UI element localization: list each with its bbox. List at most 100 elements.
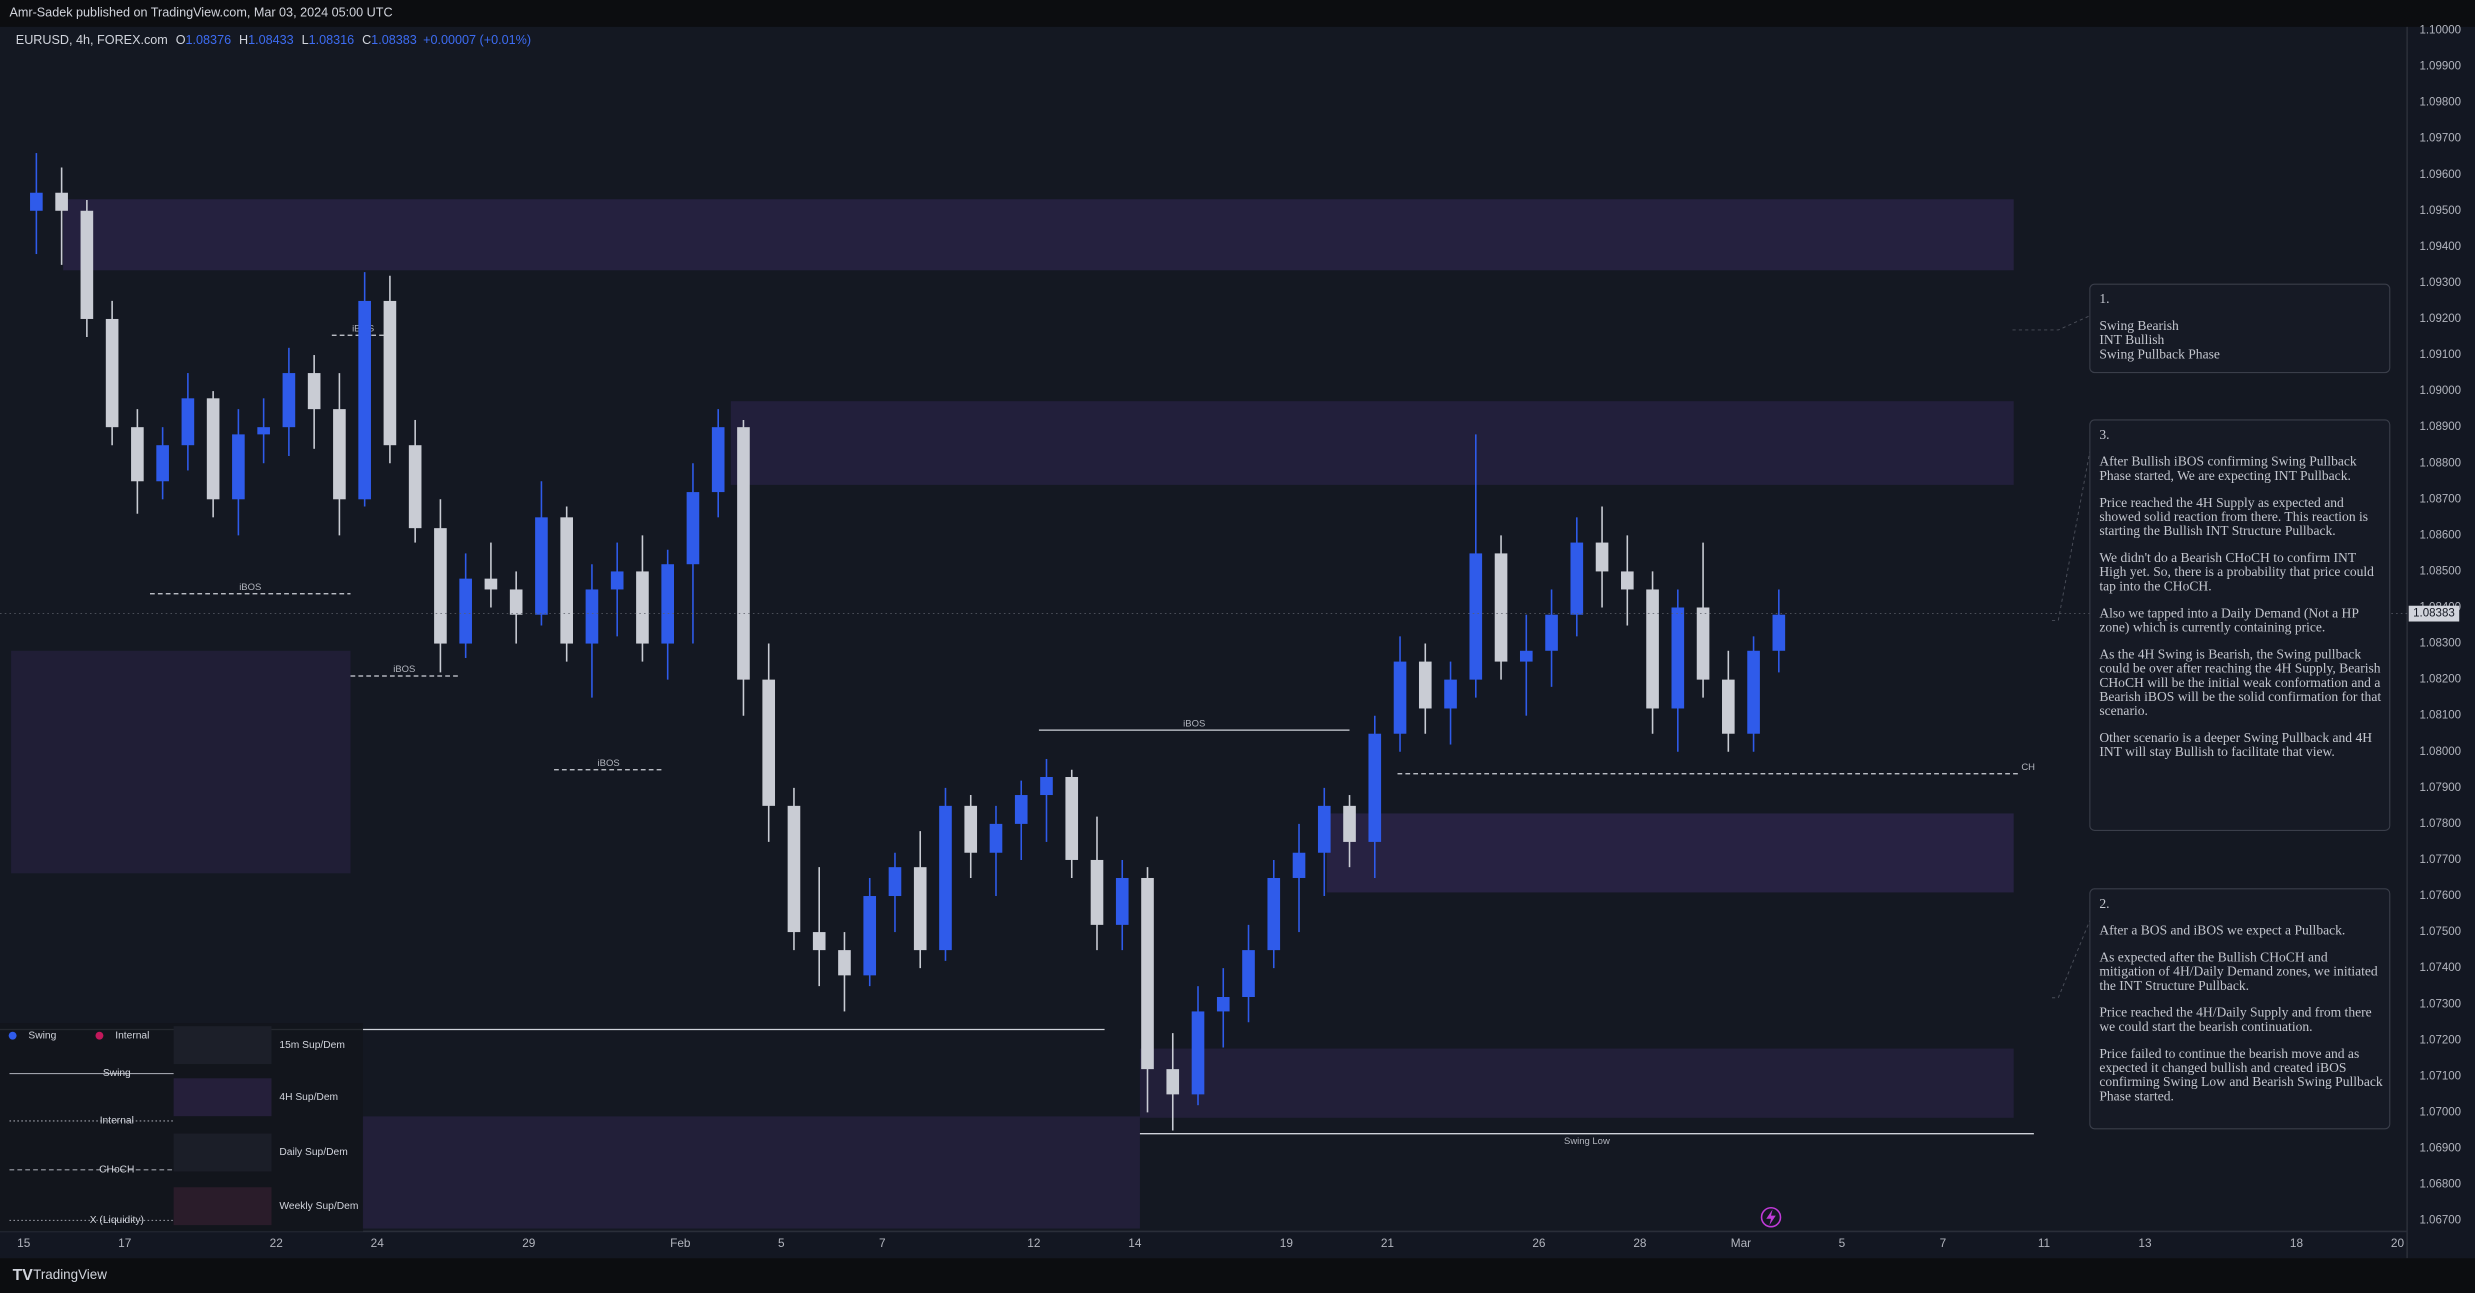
legend-part: C [362,33,371,47]
legend-point-label: Swing [28,1030,56,1041]
legend-zone-label: 15m Sup/Dem [279,1040,345,1051]
structure-label: iBOS [239,582,261,593]
candle-body [964,805,978,853]
legend-point [8,1031,17,1040]
note-box [2089,888,2391,1130]
sup-dem-zone [1139,1048,2014,1118]
legend-part: 1.08383 [371,33,417,47]
y-tick-label: 1.08200 [2419,674,2461,686]
y-tick-label: 1.10000 [2419,24,2461,36]
legend-part: 1.08376 [186,33,232,47]
candle-body [1267,877,1281,951]
x-tick-label: 26 [1532,1236,1546,1250]
legend-zone-label: Weekly Sup/Dem [279,1201,358,1212]
y-tick-label: 1.08700 [2419,493,2461,505]
y-tick-label: 1.08000 [2419,746,2461,758]
note-paragraph: Price failed to continue the bearish mov… [2099,1045,2383,1104]
candle-body [282,373,296,428]
candle-body [863,896,877,976]
structure-label: CH [2021,762,2035,773]
y-tick-label: 1.09500 [2419,205,2461,217]
note-connector [2012,315,2091,331]
candle-body [762,679,776,806]
footer-bar [0,1258,2475,1293]
note-text: 1. Swing Bearish INT Bullish Swing Pullback… [2099,292,2383,362]
note-box [2089,419,2391,831]
candle-body [1317,805,1331,853]
note-paragraph: 1. [2099,292,2110,307]
candle-body [838,950,851,976]
last-price-tag [2408,605,2460,622]
header-bar [0,0,2475,27]
legend-line-label: Swing [103,1068,131,1079]
legend-zone-label: Daily Sup/Dem [279,1147,347,1158]
legend-part: 1.08433 [248,33,294,47]
legend-zone [173,1026,272,1065]
candle-body [1444,679,1457,709]
y-tick-label: 1.09300 [2419,277,2461,289]
candle-body [307,373,321,410]
y-tick-label: 1.07800 [2419,818,2461,830]
candle-body [812,932,826,951]
y-tick-label: 1.07600 [2419,890,2461,902]
note-content: 2. After a BOS and iBOS we expect a Pullb… [2099,897,2383,1104]
candle-body [585,589,599,644]
x-tick-label: 21 [1381,1236,1394,1250]
y-tick-label: 1.09600 [2419,169,2461,181]
candles [30,153,1786,1131]
y-tick-label: 1.09800 [2419,97,2461,109]
y-tick-label: 1.07900 [2419,782,2461,794]
footer-text: TradingView [33,1267,107,1282]
sup-dem-zone [63,199,2014,271]
candle-body [1696,607,1710,680]
y-tick-label: 1.09200 [2419,313,2461,325]
note-paragraph: We didn't do a Bearish CHoCH to confirm … [2099,549,2374,594]
candle-body [1620,571,1634,590]
y-tick-label: 1.07400 [2419,962,2461,974]
y-tick-label: 1.08600 [2419,529,2461,541]
candle-body [1115,877,1129,925]
candle-body [105,318,119,428]
candle-body [787,805,801,933]
candle-body [636,571,649,644]
axes: 1.06700 1.06800 1.06900 1.07000 1.07100 1.072… [0,24,2461,1250]
note-paragraph: Price reached the 4H/Daily Supply and fr… [2099,1004,2372,1035]
x-tick-label: 18 [2290,1236,2304,1250]
candle-body [1519,650,1533,662]
candle-body [1166,1069,1180,1095]
candle-body [1747,650,1760,734]
legend-zone-label: 4H Sup/Dem [279,1092,338,1103]
alert-icon[interactable] [1760,1206,1782,1228]
y-tick-label: 1.08900 [2419,421,2461,433]
x-tick-label: 29 [522,1236,536,1250]
structure-label: iBOS [1183,718,1205,729]
x-tick-label: 14 [1128,1236,1142,1250]
candle-body [989,823,1003,853]
y-tick-label: 1.09000 [2419,385,2461,397]
x-tick-label: 19 [1280,1236,1294,1250]
x-tick-label: 7 [879,1236,886,1250]
x-tick-label: 12 [1027,1236,1040,1250]
x-tick-label: 11 [2038,1236,2050,1250]
legend-part: EURUSD, 4h, FOREX.com [16,33,168,47]
note-paragraph: As expected after the Bullish CHoCH and … [2099,948,2378,994]
note-content: 3. After Bullish iBOS confirming Swing Pu… [2099,428,2382,759]
legend-part: 1.08316 [309,33,355,47]
legend-line-label: X (Liquidity) [90,1215,144,1226]
candle-body [939,805,952,951]
note-paragraph: As the 4H Swing is Bearish, the Swing pu… [2099,645,2382,719]
candle-body [1343,805,1356,842]
note-paragraph: Swing Pullback Phase [2099,345,2220,362]
x-tick-label: 15 [17,1236,31,1250]
zones [11,199,2014,1229]
candle-body [232,434,245,500]
candle-body [1191,1011,1205,1095]
candle-body [1545,614,1558,651]
legend-zone [173,1187,272,1226]
candle-body [711,427,725,493]
sup-dem-zone [11,650,351,874]
note-paragraph: INT Bullish [2099,331,2165,348]
y-tick-label: 1.08300 [2419,638,2461,650]
